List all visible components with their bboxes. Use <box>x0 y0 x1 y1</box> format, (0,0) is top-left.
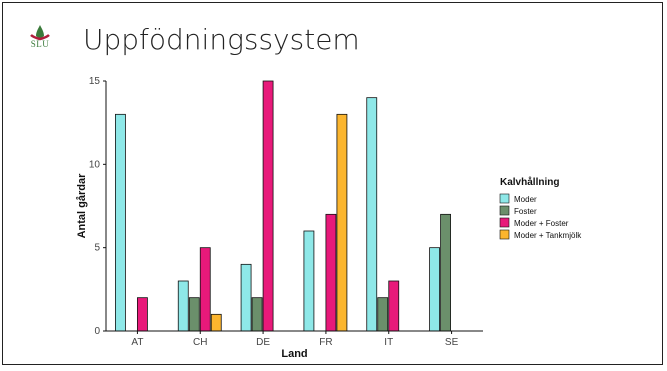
legend-title: Kalvhållning <box>500 176 559 188</box>
bar-it-0 <box>366 97 378 332</box>
bar-fr-2 <box>325 213 337 332</box>
legend-label: Moder + Tankmjölk <box>514 231 582 240</box>
slide: SLU Uppfödningssystem 0 5 10 15 AT CH DE FR IT SE… <box>2 2 663 365</box>
bar-ch-0 <box>177 280 189 332</box>
bar-se-0 <box>429 247 440 332</box>
legend-swatch <box>499 193 510 204</box>
y-tick-label: 0 <box>94 326 100 337</box>
legend-swatch <box>499 217 510 228</box>
bar-se-1 <box>440 213 451 332</box>
bar-chart: 0 5 10 15 AT CH DE FR IT SE Antal gårdar Land Kal… <box>76 76 582 360</box>
bar-de-2 <box>262 80 274 332</box>
bar-ch-3 <box>210 313 222 332</box>
bar-it-2 <box>388 280 400 332</box>
logo-text: SLU <box>30 39 50 49</box>
x-tick-label: CH <box>193 337 207 348</box>
bar-at-0 <box>115 113 126 332</box>
legend-label: Foster <box>514 207 537 216</box>
bar-ch-1 <box>188 297 200 332</box>
y-axis-title: Antal gårdar <box>76 173 88 239</box>
y-tick-label: 5 <box>94 243 100 254</box>
x-tick-label: IT <box>384 337 393 348</box>
x-tick-label: SE <box>445 337 459 348</box>
bar-at-2 <box>137 297 148 332</box>
bar-de-0 <box>240 263 252 332</box>
x-tick-label: DE <box>256 337 270 348</box>
bar-de-1 <box>251 297 263 332</box>
legend-swatch <box>499 205 510 216</box>
bar-fr-3 <box>336 113 348 332</box>
x-tick-label: FR <box>319 337 332 348</box>
legend-label: Moder <box>514 195 537 204</box>
bar-fr-0 <box>303 230 315 332</box>
y-tick-label: 15 <box>89 76 101 87</box>
legend-label: Moder + Foster <box>514 219 569 228</box>
legend-swatch <box>499 229 510 240</box>
page-title: Uppfödningssystem <box>83 23 360 56</box>
bar-it-1 <box>377 297 389 332</box>
x-tick-label: AT <box>131 337 143 348</box>
legend: Kalvhållning Moder Foster Moder + Foster Mo… <box>499 176 582 240</box>
slu-logo-icon <box>30 25 50 41</box>
y-tick-label: 10 <box>89 159 101 170</box>
x-axis-title: Land <box>281 348 307 360</box>
bar-ch-2 <box>199 247 211 332</box>
